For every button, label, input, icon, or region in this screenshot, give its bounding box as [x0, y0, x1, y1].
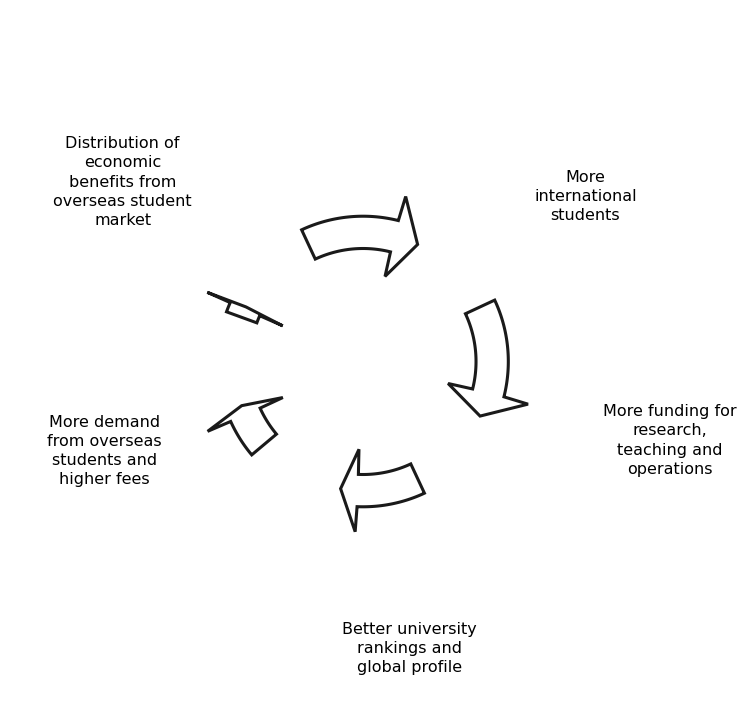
Polygon shape [341, 449, 425, 531]
Polygon shape [448, 300, 528, 416]
Text: More demand
from overseas
students and
higher fees: More demand from overseas students and h… [48, 415, 162, 487]
Text: Better university
rankings and
global profile: Better university rankings and global pr… [342, 622, 477, 675]
Text: More
international
students: More international students [534, 170, 636, 223]
Text: Distribution of
economic
benefits from
overseas student
market: Distribution of economic benefits from o… [54, 136, 192, 228]
Polygon shape [207, 398, 283, 455]
Text: More funding for
research,
teaching and
operations: More funding for research, teaching and … [603, 404, 737, 476]
Polygon shape [302, 197, 418, 276]
Polygon shape [207, 292, 283, 326]
